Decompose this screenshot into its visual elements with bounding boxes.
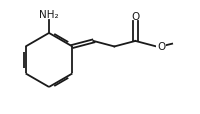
Text: O: O bbox=[131, 12, 140, 22]
Text: NH₂: NH₂ bbox=[39, 10, 59, 20]
Text: O: O bbox=[157, 42, 165, 52]
